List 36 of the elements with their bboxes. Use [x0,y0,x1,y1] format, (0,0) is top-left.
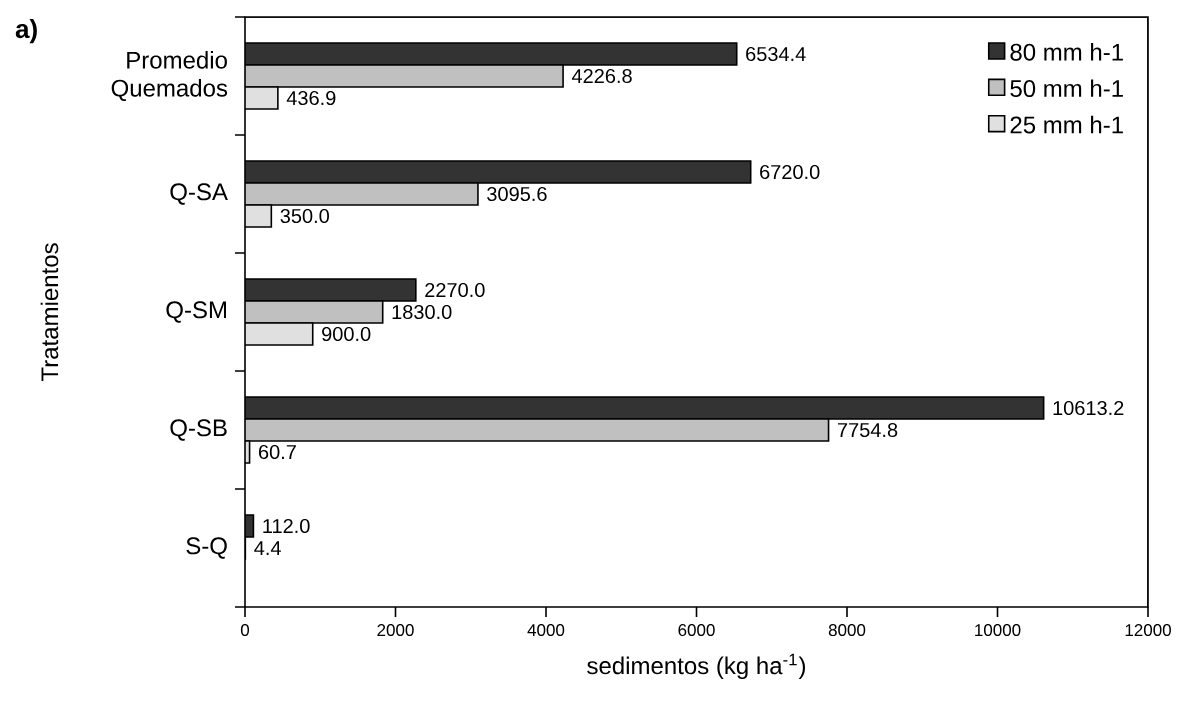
x-tick-label: 12000 [1125,624,1171,637]
legend-label: 25 mm h-1 [1010,115,1123,134]
data-label: 3095.6 [487,186,547,202]
data-label: 436.9 [286,90,336,106]
x-tick-label: 6000 [678,624,715,637]
data-label: 6720.0 [760,164,820,180]
legend-label: 50 mm h-1 [1010,79,1123,98]
x-tick-label: 4000 [527,624,565,637]
y-axis-title: Tratamientos [40,243,59,382]
data-label: 4.4 [254,541,281,555]
data-label: 4226.8 [571,68,632,84]
data-label: 350.0 [280,208,329,224]
y-tick-label: S-Q [186,537,227,559]
data-label: 1830.0 [392,304,452,320]
data-label: 60.7 [259,444,296,460]
x-tick-label: 2000 [377,624,414,637]
y-tick-label: Q-SM [166,301,226,323]
bar [245,160,752,184]
text: a) [15,19,37,44]
x-tick-label: 0 [240,624,250,637]
data-label: 900.0 [322,326,371,342]
x-tick-label: 10000 [975,624,1021,637]
bar [245,396,1045,420]
y-tick-label: Q-SB [170,419,227,441]
bar [245,42,738,66]
data-label: 112.0 [263,518,310,534]
legend-label: 80 mm h-1 [1010,43,1123,61]
bar [245,278,417,302]
x-axis-title: sedimentos (kg ha$^{-1}$) [587,653,806,679]
data-label: 10613.2 [1053,400,1124,416]
y-tick-label: Q-SA [170,183,228,205]
data-label: 6534.4 [746,46,806,62]
data-label: 7754.8 [837,422,898,438]
x-tick-label: 8000 [828,624,866,637]
y-tick-label: Promedio Quemados [111,51,228,101]
data-label: 2270.0 [425,282,485,298]
